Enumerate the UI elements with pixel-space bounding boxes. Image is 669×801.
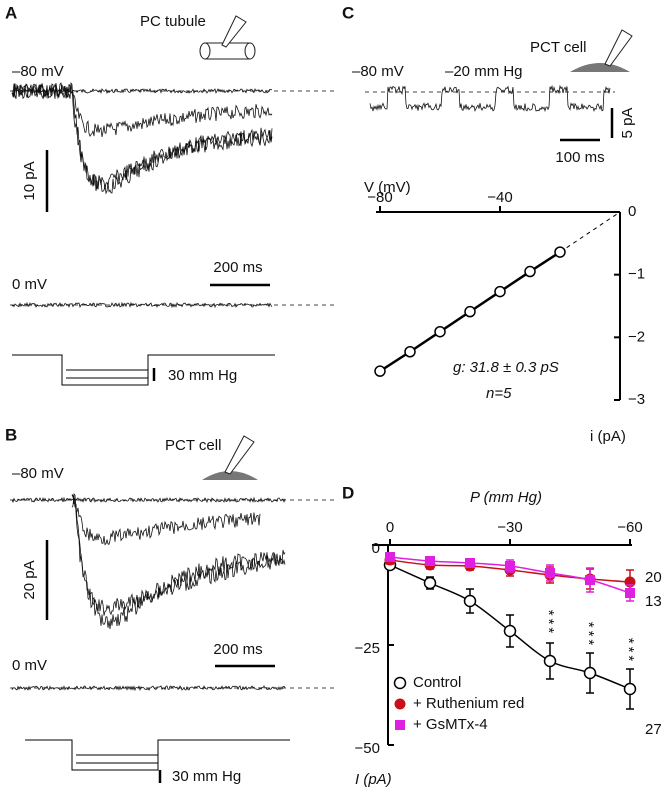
- fit-extension: [559, 211, 621, 253]
- current-trace: [11, 81, 273, 190]
- data-point: [583, 666, 597, 680]
- data-point: [465, 558, 475, 568]
- x-tick-label: −40: [487, 189, 512, 206]
- scale-label: 10 pA: [21, 161, 38, 200]
- current-trace: [71, 494, 261, 546]
- y-tick-label: −2: [628, 328, 645, 345]
- legend-marker: [394, 698, 406, 710]
- legend-label: + Ruthenium red: [413, 695, 524, 712]
- end-label: 27: [645, 721, 662, 738]
- significance: ***: [620, 638, 637, 665]
- current-trace: [11, 685, 286, 692]
- data-point: [543, 654, 557, 668]
- y-tick-label: −50: [355, 740, 380, 757]
- pressure-protocol: [25, 739, 290, 771]
- data-point: [425, 556, 435, 566]
- data-point: [464, 305, 476, 318]
- x-axis-label: P (mm Hg): [470, 489, 542, 506]
- x-tick-label: −30: [497, 519, 522, 536]
- holding-label: 0 mV: [12, 657, 47, 674]
- legend-label: Control: [413, 674, 461, 691]
- data-point: [625, 588, 635, 598]
- current-trace: [71, 494, 286, 630]
- tubule-icon: [199, 15, 256, 60]
- cell-icon: [570, 29, 633, 72]
- significance: ***: [540, 610, 557, 637]
- holding-label: –80 mV: [12, 63, 64, 80]
- data-point: [423, 576, 437, 590]
- prep-label: PCT cell: [165, 437, 221, 454]
- holding-label: –80 mV: [12, 465, 64, 482]
- pressure-label: –20 mm Hg: [445, 63, 523, 80]
- current-trace: [11, 83, 273, 137]
- end-label: 13: [645, 593, 662, 610]
- holding-label: 0 mV: [12, 276, 47, 293]
- y-tick-label: 0: [372, 540, 380, 557]
- current-trace: [11, 301, 273, 309]
- x-tick-label: −80: [367, 189, 392, 206]
- legend-marker: [393, 676, 407, 690]
- prep-label: PC tubule: [140, 13, 206, 30]
- data-point: [374, 365, 386, 377]
- scale-label: 30 mm Hg: [172, 768, 241, 785]
- data-point: [545, 568, 555, 578]
- data-point: [494, 285, 506, 298]
- panel-label: B: [5, 425, 17, 444]
- data-point: [524, 265, 536, 278]
- current-trace: [369, 84, 611, 113]
- scale-label: 200 ms: [213, 641, 262, 658]
- scale-label: 100 ms: [555, 149, 604, 166]
- scale-label: 30 mm Hg: [168, 367, 237, 384]
- y-tick-label: −25: [355, 640, 380, 657]
- annotation: g: 31.8 ± 0.3 pS: [453, 359, 559, 376]
- significance: ***: [580, 622, 597, 649]
- data-point: [623, 682, 637, 696]
- prep-label: PCT cell: [530, 39, 586, 56]
- scale-label: 200 ms: [213, 259, 262, 276]
- panel-label: D: [342, 483, 354, 502]
- data-point: [463, 594, 477, 608]
- y-axis-label: i (pA): [590, 428, 626, 445]
- scale-label: 5 pA: [619, 108, 636, 139]
- end-label: 20: [645, 569, 662, 586]
- data-point: [554, 246, 566, 258]
- data-point: [585, 575, 595, 585]
- x-tick-label: −60: [617, 519, 642, 536]
- data-point: [503, 624, 517, 638]
- panel-label: C: [342, 3, 354, 22]
- current-trace: [71, 493, 286, 616]
- current-trace: [11, 496, 286, 504]
- holding-label: –80 mV: [352, 63, 404, 80]
- annotation: n=5: [486, 385, 512, 402]
- y-axis-label: I (pA): [355, 771, 392, 788]
- data-point: [505, 561, 515, 571]
- y-tick-label: 0: [628, 203, 636, 220]
- y-tick-label: −1: [628, 266, 645, 283]
- legend-marker: [395, 720, 405, 730]
- data-point: [385, 552, 395, 562]
- y-tick-label: −3: [628, 391, 645, 408]
- data-point: [434, 325, 446, 338]
- cell-icon: [202, 435, 258, 480]
- pressure-protocol: [12, 354, 275, 386]
- scale-label: 20 pA: [21, 560, 38, 599]
- data-point: [404, 345, 416, 358]
- panel-label: A: [5, 3, 17, 22]
- x-tick-label: 0: [386, 519, 394, 536]
- x-axis-label: V (mV): [364, 179, 411, 196]
- current-trace: [11, 82, 273, 195]
- legend-label: + GsMTx-4: [413, 716, 488, 733]
